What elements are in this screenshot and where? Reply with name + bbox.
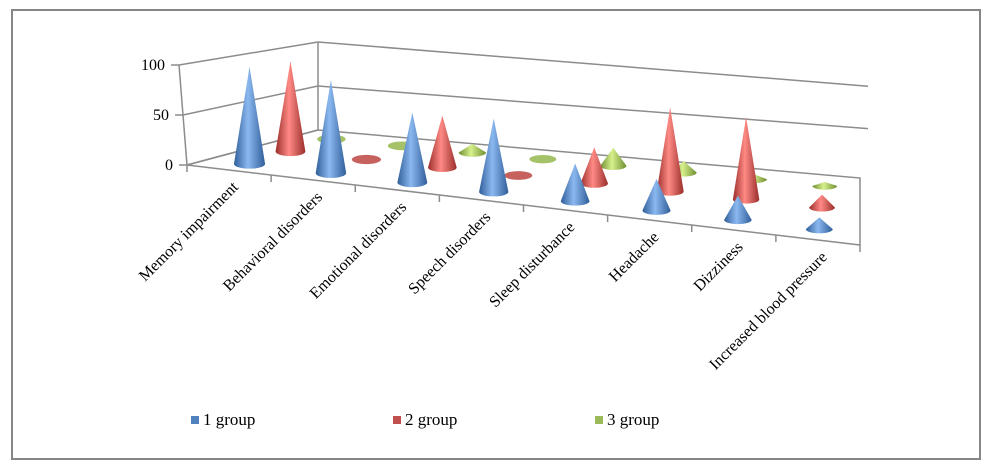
gridline-back-100 (317, 41, 869, 87)
cone-1-group-sleep-disturbance (560, 163, 590, 206)
cone-base (351, 154, 382, 165)
cone-1-group-memory-impairment (233, 66, 266, 169)
cone-body (458, 143, 487, 157)
cone-1-group-behavioral-disorders (315, 79, 347, 178)
cone-1-group-emotional-disorders (397, 112, 428, 188)
cone-body (397, 112, 428, 188)
cone-3-group-emotional-disorders (458, 143, 487, 157)
cone-1-group-headache (642, 178, 671, 215)
cone-body (428, 115, 457, 172)
cone-body (724, 195, 752, 225)
legend-label-2-group: 2 group (405, 410, 458, 429)
cone-1-group-increased-blood-pressure (805, 217, 833, 234)
cone-body (233, 66, 266, 169)
cone-body (479, 118, 509, 197)
cone-body (732, 116, 760, 204)
cone-body (580, 147, 608, 188)
cone-body (809, 194, 835, 212)
legend: 1 group 2 group 3 group (0, 410, 992, 432)
legend-item-1-group: 1 group (191, 410, 255, 430)
y-axis: 0 50 100 (141, 57, 187, 174)
chart-frame (11, 9, 981, 460)
gridline-side-100 (178, 41, 319, 66)
cone-body (642, 178, 671, 215)
x-tick-label: Memory impairment (136, 178, 242, 284)
cone-base (529, 154, 557, 164)
cone-body (600, 147, 627, 170)
y-tick-label: 50 (153, 107, 169, 124)
cone-body (275, 61, 306, 157)
legend-label-3-group: 3 group (607, 410, 660, 429)
cone-body (812, 181, 838, 190)
cone-body (805, 217, 833, 234)
plot-area (233, 61, 838, 234)
cone-2-group-headache (656, 107, 684, 196)
cone-2-group-increased-blood-pressure (809, 194, 835, 212)
cone-2-group-dizziness (732, 116, 760, 204)
cone-3-group-sleep-disturbance (600, 147, 627, 170)
x-tick-label: Behavioral disorders (220, 189, 326, 295)
legend-swatch-1-group (191, 416, 199, 424)
x-tick-label: Sleep disturbance (486, 219, 578, 311)
legend-swatch-3-group (595, 416, 603, 424)
cone-1-group-speech-disorders (479, 118, 509, 197)
y-tick-label: 0 (165, 157, 173, 174)
legend-swatch-2-group (393, 416, 401, 424)
legend-label-1-group: 1 group (203, 410, 256, 429)
cone-2-group-memory-impairment (275, 61, 306, 157)
cone-3-group-increased-blood-pressure (812, 181, 838, 190)
gridline-back-50 (317, 85, 869, 130)
x-tick-label: Dizziness (691, 239, 747, 295)
legend-item-2-group: 2 group (393, 410, 457, 430)
legend-item-3-group: 3 group (595, 410, 659, 430)
cone-base (504, 171, 533, 180)
cone-2-group-speech-disorders (504, 171, 533, 180)
x-tick-label: Speech disorders (405, 209, 494, 298)
cone-3-group-speech-disorders (529, 154, 557, 164)
cone-2-group-sleep-disturbance (580, 147, 608, 188)
cone-body (560, 163, 590, 206)
y-tick-label: 100 (141, 57, 165, 74)
cone-2-group-behavioral-disorders (351, 154, 382, 165)
cone-body (315, 79, 347, 178)
x-tick-label: Headache (606, 229, 663, 286)
cone-body (656, 107, 684, 196)
x-tick-label: Emotional disorders (307, 199, 410, 302)
cone-2-group-emotional-disorders (428, 115, 457, 172)
cone-1-group-dizziness (724, 195, 752, 225)
